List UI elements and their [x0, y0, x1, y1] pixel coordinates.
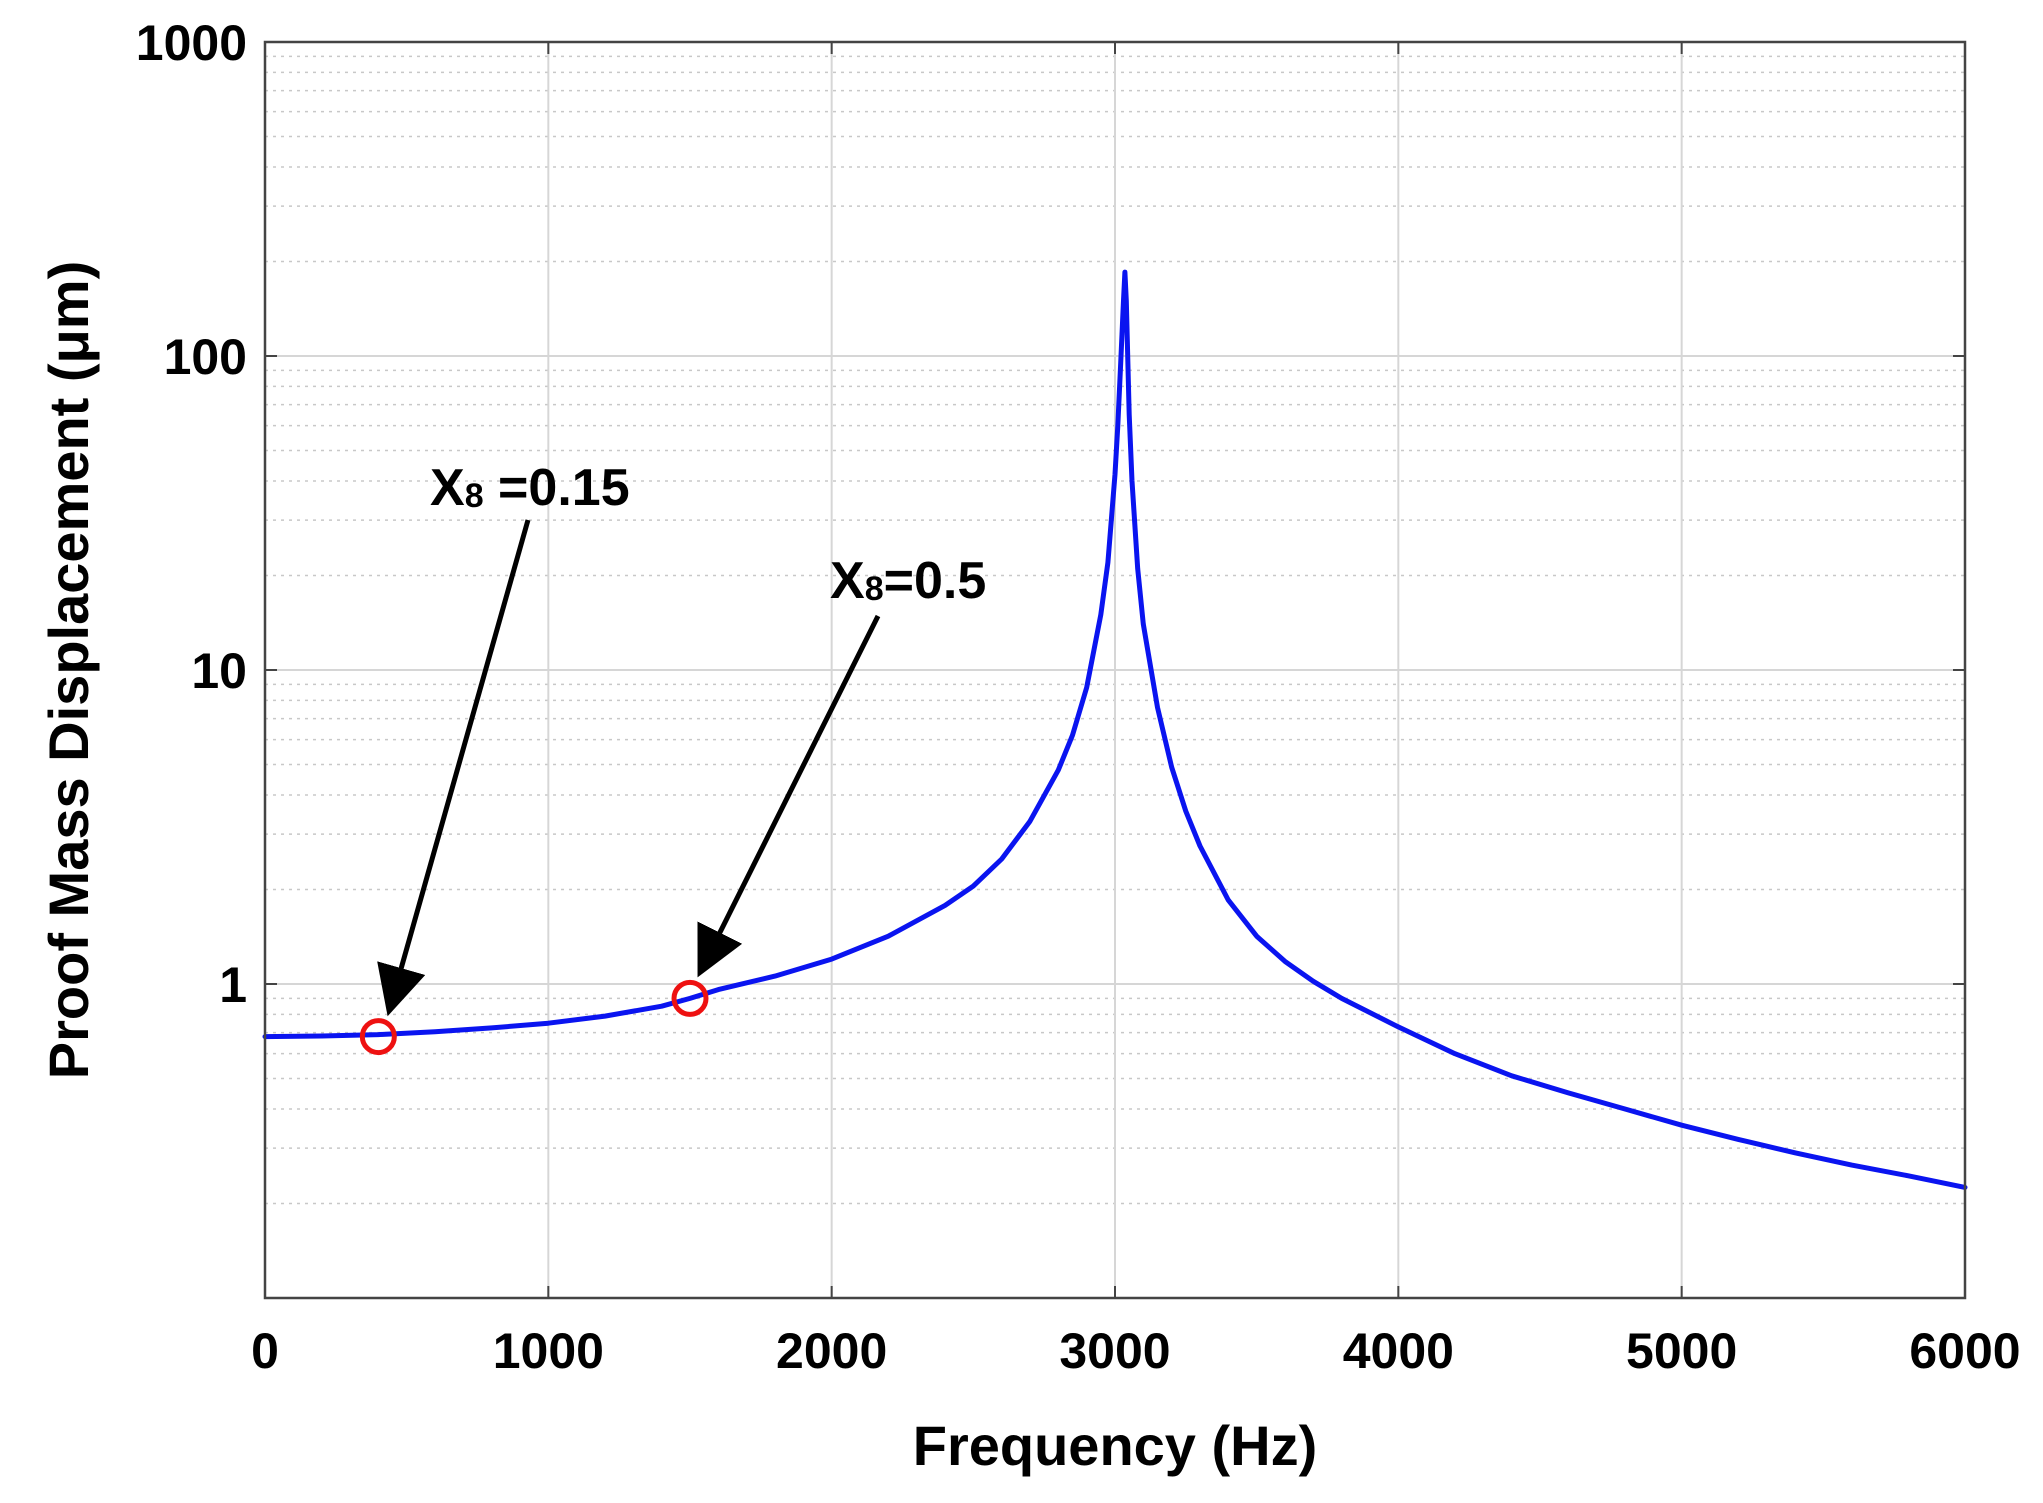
annotation-arrow — [377, 519, 531, 1017]
y-tick-label: 1 — [219, 957, 247, 1013]
x-tick-label: 4000 — [1343, 1323, 1454, 1379]
markers-layer — [359, 979, 709, 1056]
x-axis-ticks: 0 1000 2000 3000 4000 5000 6000 — [251, 42, 2021, 1379]
point-marker — [359, 1018, 397, 1056]
point-marker — [671, 979, 709, 1017]
annotation-main: X — [430, 459, 465, 517]
annotation-main: X — [830, 552, 865, 610]
annotation-value: =0.5 — [884, 552, 987, 610]
x-tick-label: 2000 — [776, 1323, 887, 1379]
annotation-subscript: 8 — [465, 477, 484, 515]
y-tick-label: 10 — [191, 643, 247, 699]
x-tick-label: 6000 — [1909, 1323, 2020, 1379]
y-tick-label: 100 — [164, 329, 247, 385]
x-tick-label: 5000 — [1626, 1323, 1737, 1379]
y-axis-ticks: 1 10 100 1000 — [136, 15, 1965, 1013]
x-tick-label: 0 — [251, 1323, 279, 1379]
y-axis-label: Proof Mass Displacement (μm) — [37, 261, 100, 1079]
annotation-arrow — [697, 614, 881, 978]
annotation-value: =0.15 — [484, 459, 630, 517]
x-tick-label: 3000 — [1059, 1323, 1170, 1379]
x-tick-label: 1000 — [493, 1323, 604, 1379]
x-axis-label: Frequency (Hz) — [913, 1414, 1318, 1477]
annotation-subscript: 8 — [865, 570, 884, 608]
major-gridlines — [265, 42, 1965, 1298]
annotation-text: X8=0.5 — [830, 552, 986, 610]
annotation-text: X8 =0.15 — [430, 459, 630, 517]
y-tick-label: 1000 — [136, 15, 247, 71]
